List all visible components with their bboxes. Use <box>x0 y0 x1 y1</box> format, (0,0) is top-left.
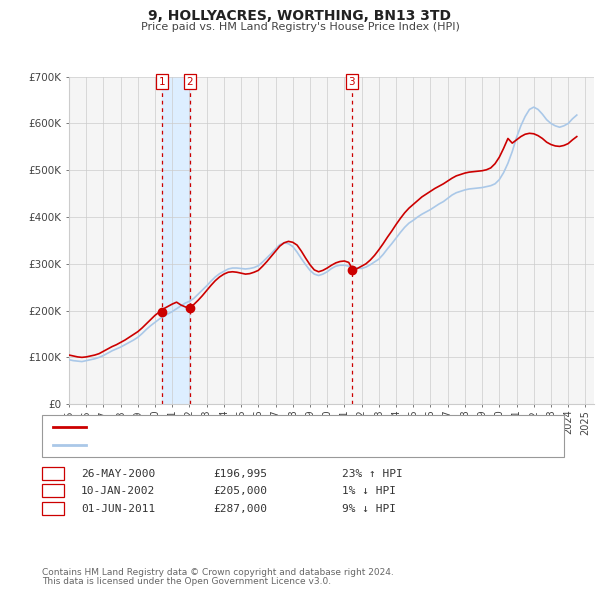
Text: 01-JUN-2011: 01-JUN-2011 <box>81 504 155 513</box>
Text: 9, HOLLYACRES, WORTHING, BN13 3TD (detached house): 9, HOLLYACRES, WORTHING, BN13 3TD (detac… <box>92 422 389 432</box>
Text: £196,995: £196,995 <box>213 469 267 478</box>
Text: 2: 2 <box>49 486 56 496</box>
Bar <box>162 77 190 404</box>
Text: 2: 2 <box>187 77 193 87</box>
Text: 10-JAN-2002: 10-JAN-2002 <box>81 486 155 496</box>
Text: £287,000: £287,000 <box>213 504 267 513</box>
Text: Contains HM Land Registry data © Crown copyright and database right 2024.: Contains HM Land Registry data © Crown c… <box>42 568 394 577</box>
Text: Price paid vs. HM Land Registry's House Price Index (HPI): Price paid vs. HM Land Registry's House … <box>140 22 460 32</box>
Text: 3: 3 <box>349 77 355 87</box>
Text: This data is licensed under the Open Government Licence v3.0.: This data is licensed under the Open Gov… <box>42 578 331 586</box>
Text: 3: 3 <box>49 504 56 513</box>
Text: 1: 1 <box>158 77 165 87</box>
Text: HPI: Average price, detached house, Worthing: HPI: Average price, detached house, Wort… <box>92 440 332 450</box>
Text: 9, HOLLYACRES, WORTHING, BN13 3TD: 9, HOLLYACRES, WORTHING, BN13 3TD <box>149 9 452 23</box>
Text: £205,000: £205,000 <box>213 486 267 496</box>
Text: 23% ↑ HPI: 23% ↑ HPI <box>342 469 403 478</box>
Text: 1% ↓ HPI: 1% ↓ HPI <box>342 486 396 496</box>
Text: 9% ↓ HPI: 9% ↓ HPI <box>342 504 396 513</box>
Text: 26-MAY-2000: 26-MAY-2000 <box>81 469 155 478</box>
Text: 1: 1 <box>49 469 56 478</box>
